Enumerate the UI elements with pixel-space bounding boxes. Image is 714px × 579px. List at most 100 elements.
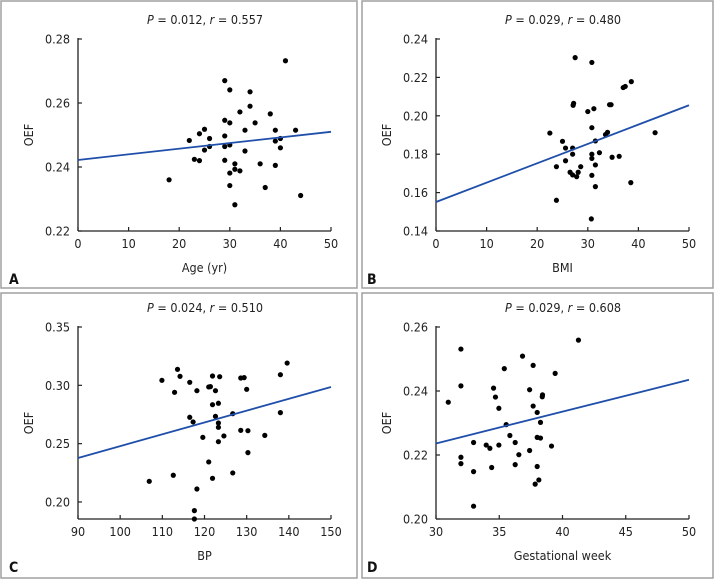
y-tick-label: 0.26 (403, 320, 428, 335)
data-point (257, 161, 263, 167)
panel-border (361, 0, 714, 289)
x-tick-label: 110 (152, 524, 173, 539)
data-point (284, 360, 290, 366)
data-point (222, 117, 228, 123)
x-tick-label: 10 (479, 236, 493, 251)
y-axis-label: OEF (379, 412, 394, 434)
y-tick-label: 0.30 (45, 378, 70, 393)
y-tick-label: 0.22 (403, 448, 428, 463)
data-point (262, 432, 268, 438)
data-point (196, 131, 203, 137)
data-point (527, 447, 533, 454)
data-point (207, 384, 214, 390)
data-point (209, 402, 216, 408)
data-point (537, 435, 544, 441)
data-point (292, 127, 299, 133)
data-point (242, 127, 248, 133)
x-tick-label: 100 (109, 524, 130, 539)
panel-b: P = 0.029, r = 0.480 0.14 0.16 0.18 0.20 0.22… (367, 12, 696, 288)
panel-letter: D (367, 560, 377, 576)
panel-a: P = 0.012, r = 0.557 0.22 0.24 0.26 0.28 0 10 2… (9, 12, 338, 288)
data-point (277, 372, 283, 378)
x-tick-label: 30 (581, 236, 595, 251)
y-tick-label: 0.28 (45, 32, 70, 47)
data-point (227, 170, 233, 176)
data-point (534, 409, 540, 416)
x-tick-label: 90 (71, 524, 85, 539)
data-point (242, 148, 248, 154)
data-point (191, 508, 197, 514)
y-tick-label: 0.22 (45, 224, 70, 239)
y-tick-label: 0.24 (403, 384, 428, 399)
data-point (572, 55, 578, 61)
data-point (608, 102, 614, 108)
data-point (652, 130, 658, 136)
data-point (222, 157, 228, 163)
data-point (496, 405, 502, 411)
data-point (227, 87, 233, 93)
data-point (530, 403, 536, 409)
data-point (191, 516, 197, 522)
data-point (146, 478, 152, 484)
data-point (227, 182, 233, 189)
y-axis-label: OEF (21, 412, 36, 434)
data-point (589, 151, 595, 157)
data-point (244, 386, 250, 392)
data-point (470, 503, 477, 509)
data-point (187, 379, 193, 385)
data-point (589, 59, 595, 66)
data-point (490, 385, 497, 391)
data-point (232, 166, 238, 172)
data-point (194, 486, 200, 492)
data-point (196, 158, 203, 164)
data-point (222, 133, 228, 139)
x-tick-label: 20 (172, 236, 186, 251)
data-point (170, 472, 176, 478)
data-point (159, 377, 165, 383)
data-point (221, 433, 227, 439)
data-point (237, 168, 243, 174)
data-point (247, 103, 253, 109)
x-tick-label: 50 (324, 236, 338, 251)
data-point (215, 439, 222, 445)
data-point (591, 106, 597, 112)
data-point (622, 83, 628, 90)
x-axis-label: BMI (552, 260, 573, 275)
data-point (272, 138, 278, 144)
data-point (209, 475, 216, 481)
x-axis-label: Gestational week (514, 548, 612, 563)
data-point (241, 375, 247, 381)
data-point (604, 129, 611, 135)
x-tick-label: 45 (619, 524, 633, 539)
x-axis-label: Age (yr) (182, 260, 227, 275)
data-point (487, 445, 493, 451)
x-tick-label: 50 (682, 524, 696, 539)
data-point (489, 464, 495, 471)
data-point (458, 346, 464, 352)
panel-c: P = 0.024, r = 0.510 0.20 0.25 0.30 0.35 90 10… (9, 300, 342, 576)
data-point (277, 410, 283, 416)
y-tick-label: 0.24 (45, 160, 70, 175)
regression-line (77, 386, 332, 459)
data-point (171, 389, 178, 395)
data-point (575, 169, 581, 175)
data-point (166, 177, 172, 183)
chart-title: P = 0.029, r = 0.608 (505, 300, 621, 315)
data-point (458, 454, 464, 460)
data-point (282, 58, 289, 64)
panel-border (0, 0, 358, 289)
data-point (272, 162, 278, 168)
x-tick-label: 50 (682, 236, 696, 251)
panel-d: P = 0.029, r = 0.608 0.20 0.22 0.24 0.26 30 35… (367, 300, 696, 576)
data-point (298, 192, 304, 199)
data-point (206, 459, 212, 465)
x-tick-label: 30 (429, 524, 443, 539)
data-point (570, 102, 576, 108)
chart-title: P = 0.029, r = 0.480 (505, 12, 621, 27)
data-point (212, 413, 219, 419)
data-point (516, 452, 522, 458)
x-tick-label: 35 (492, 524, 506, 539)
data-point (222, 143, 228, 150)
data-point (592, 184, 598, 190)
panel-letter: B (367, 272, 377, 288)
